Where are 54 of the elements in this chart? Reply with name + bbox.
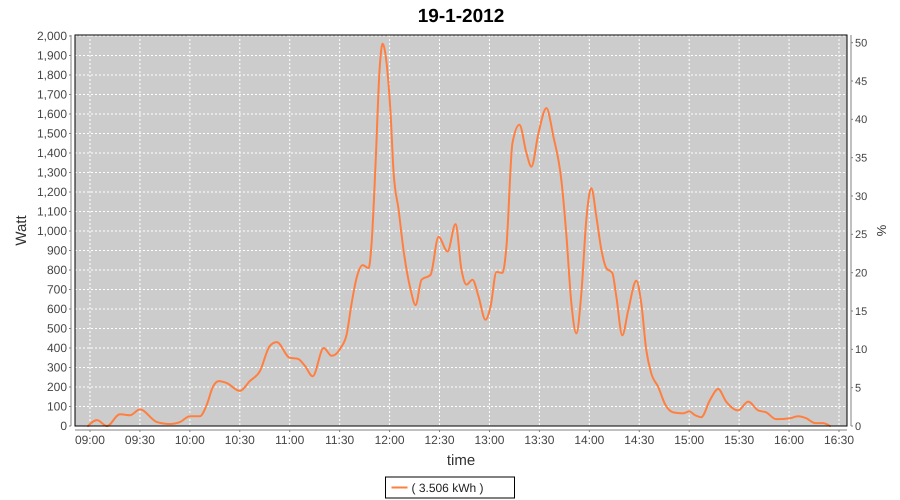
y-tick-label: 200	[46, 380, 68, 394]
x-tick-label: 10:00	[174, 433, 206, 447]
x-tick-label: 15:00	[674, 433, 705, 447]
y-tick-label: 1,200	[36, 185, 68, 200]
y2-tick-label: 30	[855, 190, 868, 203]
y-tick-label: 900	[46, 244, 68, 258]
x-tick-label: 16:30	[824, 433, 854, 447]
x-tick-label: 16:00	[774, 433, 804, 447]
legend-label: ( 3.506 kWh )	[412, 481, 484, 495]
y2-tick-label: 35	[855, 152, 868, 165]
y-tick-label: 2,000	[36, 29, 68, 44]
x-tick-label: 12:00	[374, 433, 405, 447]
y2-tick-label: 20	[855, 268, 868, 280]
y-tick-label: 1,100	[36, 204, 68, 219]
y-tick-label: 700	[46, 282, 68, 297]
y-tick-label: 400	[46, 341, 68, 356]
x-tick-label: 13:00	[474, 433, 505, 447]
x-axis-title: time	[446, 452, 476, 469]
chart-title: 19-1-2012	[418, 6, 504, 27]
y-axis-title: Watt	[13, 214, 30, 246]
y2-tick-label: 50	[855, 38, 868, 50]
line-series	[86, 42, 832, 427]
y-tick-label: 1,800	[36, 68, 68, 82]
x-tick-label: 11:30	[325, 433, 355, 447]
y2-tick-label: 25	[855, 229, 868, 242]
y-tick-label: 1,300	[36, 166, 68, 180]
y2-tick-label: 45	[855, 76, 868, 88]
x-tick-label: 09:30	[124, 433, 156, 447]
y-tick-label: 600	[46, 302, 68, 316]
x-tick-label: 11:00	[275, 433, 305, 447]
y2-tick-label: 0	[855, 420, 862, 433]
x-tick-label: 10:30	[224, 433, 256, 447]
y2-tick-label: 5	[855, 382, 862, 395]
y-tick-label: 1,000	[36, 224, 68, 238]
x-tick-label: 15:30	[724, 433, 754, 447]
y-tick-label: 0	[60, 419, 68, 434]
y-tick-label: 800	[46, 263, 68, 278]
x-tick-label: 09:00	[74, 433, 106, 447]
y-tick-label: 300	[46, 360, 68, 375]
x-tick-label: 14:00	[574, 433, 605, 447]
y-tick-label: 100	[46, 400, 68, 414]
x-tick-label: 12:30	[424, 433, 455, 447]
y-tick-label: 1,900	[36, 48, 68, 63]
x-tick-label: 14:30	[624, 433, 655, 447]
y2-tick-label: 15	[855, 306, 868, 318]
y-tick-label: 1,600	[36, 107, 68, 122]
y-tick-label: 1,500	[36, 126, 68, 141]
x-tick-label: 13:30	[524, 433, 555, 447]
y-tick-label: 1,400	[36, 146, 68, 160]
y2-tick-label: 40	[855, 114, 868, 126]
y-tick-label: 1,700	[36, 88, 68, 102]
y2-tick-label: 10	[855, 344, 868, 356]
y2-axis-title: %	[874, 224, 889, 237]
y-tick-label: 500	[46, 322, 68, 336]
